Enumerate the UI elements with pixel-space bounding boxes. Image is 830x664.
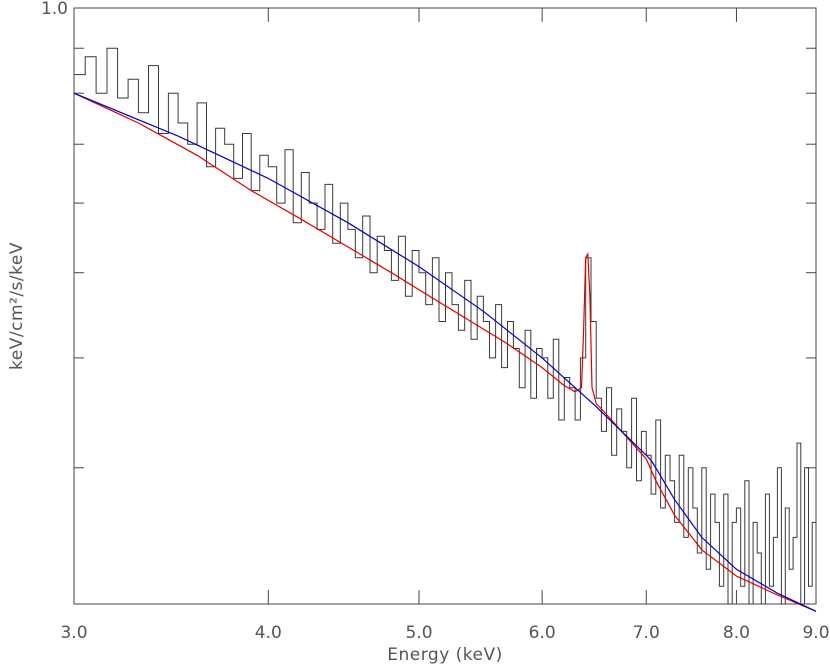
series-observed [74, 47, 816, 605]
y-tick-label: 1.0 [41, 0, 68, 19]
series-continuum [73, 92, 817, 612]
series-model-total [73, 92, 817, 612]
x-tick-label: 7.0 [633, 623, 660, 643]
y-axis-ticks: 1.0 [41, 0, 816, 469]
plot-frame [73, 7, 817, 605]
x-tick-label: 3.0 [60, 623, 87, 643]
x-axis-label: Energy (keV) [387, 645, 503, 664]
x-tick-label: 8.0 [723, 623, 750, 643]
x-tick-label: 9.0 [802, 623, 829, 643]
x-tick-label: 5.0 [405, 623, 432, 643]
x-tick-label: 6.0 [529, 623, 556, 643]
x-tick-label: 4.0 [255, 623, 282, 643]
series-layer [73, 47, 817, 612]
x-axis-ticks: 3.0 4.0 5.0 6.0 7.0 8.0 9.0 [60, 8, 830, 643]
y-axis-label: keV/cm²/s/keV [7, 242, 27, 370]
